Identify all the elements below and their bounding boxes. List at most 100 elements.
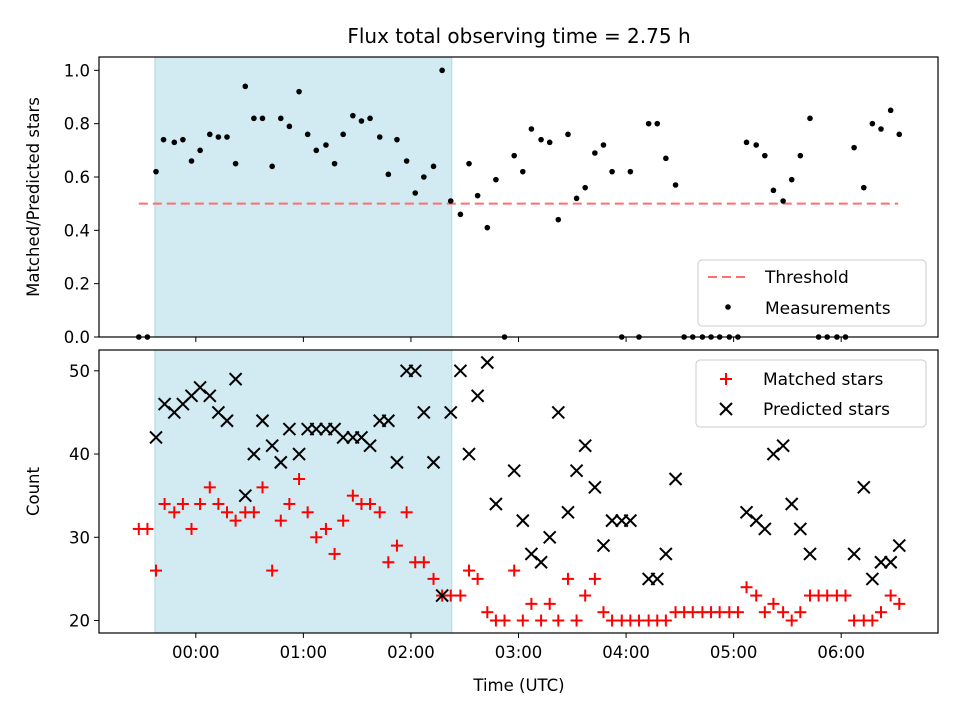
measurement-point xyxy=(520,168,526,175)
measurement-point xyxy=(385,171,392,178)
shade-rect xyxy=(154,349,453,634)
y-tick-label: 0.6 xyxy=(64,168,90,187)
predicted-point xyxy=(578,439,592,453)
predicted-point xyxy=(605,513,619,528)
measurement-point xyxy=(394,136,400,143)
measurement-point xyxy=(224,134,230,140)
matched-point xyxy=(400,506,413,519)
matched-point xyxy=(498,614,511,627)
measurement-point xyxy=(430,163,437,170)
measurement-point xyxy=(421,174,427,180)
ratio-panel: 0.0 0.2 0.4 0.6 0.8 1.0 Matched/Predicted sta… xyxy=(24,56,939,347)
matched-point xyxy=(319,522,332,535)
predicted-point xyxy=(417,405,431,420)
measurement-point xyxy=(780,198,786,204)
measurement-point xyxy=(447,198,454,204)
measurement-point xyxy=(242,83,249,90)
measurement-point xyxy=(358,118,365,124)
matched-point xyxy=(454,589,467,602)
matched-point xyxy=(740,581,753,594)
measurement-point xyxy=(627,168,634,175)
y-tick-label: 0.0 xyxy=(64,328,90,347)
matched-point xyxy=(874,606,887,619)
predicted-point xyxy=(274,455,288,470)
predicted-point xyxy=(588,480,602,495)
predicted-point xyxy=(534,555,548,569)
measurement-point xyxy=(663,155,669,162)
measurement-point xyxy=(269,163,275,170)
x-tick-label: 02:00 xyxy=(387,643,435,662)
measurement-point xyxy=(573,195,580,202)
predicted-point xyxy=(444,405,458,420)
measurement-point xyxy=(412,190,419,196)
measurement-point xyxy=(474,192,481,199)
y-tick-label: 50 xyxy=(69,362,90,381)
measurement-point xyxy=(160,136,167,143)
predicted-point xyxy=(507,463,521,478)
measurement-point xyxy=(896,131,903,138)
legend-measurement-swatch xyxy=(725,304,731,310)
measurement-point xyxy=(350,112,356,119)
measurement-point xyxy=(807,115,813,122)
predicted-point xyxy=(336,430,350,445)
measurement-point xyxy=(277,115,284,122)
matched-point xyxy=(884,589,897,602)
measurement-point xyxy=(466,160,472,167)
matched-point xyxy=(893,597,906,610)
matched-point xyxy=(794,606,807,619)
y-tick-label: 0.8 xyxy=(64,115,90,134)
measurement-point xyxy=(323,142,329,148)
predicted-point xyxy=(255,414,270,428)
y-tick-label: 30 xyxy=(69,528,90,547)
count-points xyxy=(132,355,906,627)
predicted-point xyxy=(758,522,772,536)
matched-point xyxy=(212,497,225,510)
measurement-point xyxy=(592,150,598,156)
matched-point xyxy=(471,572,484,585)
matched-point xyxy=(588,572,601,585)
matched-point xyxy=(481,606,494,619)
predicted-point xyxy=(785,497,799,511)
legend-matched-swatch xyxy=(720,373,732,385)
predicted-point xyxy=(453,364,468,378)
predicted-point xyxy=(265,439,279,453)
measurement-point xyxy=(484,224,491,231)
measurement-point xyxy=(788,176,795,183)
predicted-point xyxy=(149,430,163,445)
ratio-legend: Threshold Measurements xyxy=(697,259,927,327)
predicted-point xyxy=(408,364,422,378)
matched-point xyxy=(659,614,672,627)
measurement-point xyxy=(376,134,383,140)
predicted-point xyxy=(462,447,476,461)
matched-point xyxy=(597,606,610,619)
predicted-point xyxy=(569,463,584,478)
matched-point xyxy=(176,497,189,510)
y-tick-label: 0.2 xyxy=(64,275,90,294)
predicted-point xyxy=(542,530,557,544)
predicted-point xyxy=(561,505,575,520)
matched-point xyxy=(221,506,234,519)
matched-point xyxy=(382,556,395,569)
matched-point xyxy=(141,522,154,535)
measurement-point xyxy=(654,120,661,127)
matched-point xyxy=(229,514,242,527)
matched-point xyxy=(750,589,763,602)
measurement-point xyxy=(743,139,750,146)
matched-point xyxy=(274,514,287,527)
measurement-point xyxy=(600,142,607,148)
measurement-point xyxy=(762,152,768,159)
matched-point xyxy=(535,614,548,627)
matched-point xyxy=(525,597,538,610)
predicted-point xyxy=(203,389,217,403)
y-tick-label: 0.4 xyxy=(64,221,90,240)
y-tick-label: 40 xyxy=(69,445,90,464)
predicted-point xyxy=(623,513,638,528)
ratio-x-ticks xyxy=(195,337,842,342)
ratio-y-axis: 0.0 0.2 0.4 0.6 0.8 1.0 xyxy=(64,61,99,347)
measurement-point xyxy=(493,176,499,183)
matched-point xyxy=(194,497,207,510)
matched-point xyxy=(310,531,323,544)
predicted-point xyxy=(793,522,808,536)
matched-point xyxy=(777,606,790,619)
